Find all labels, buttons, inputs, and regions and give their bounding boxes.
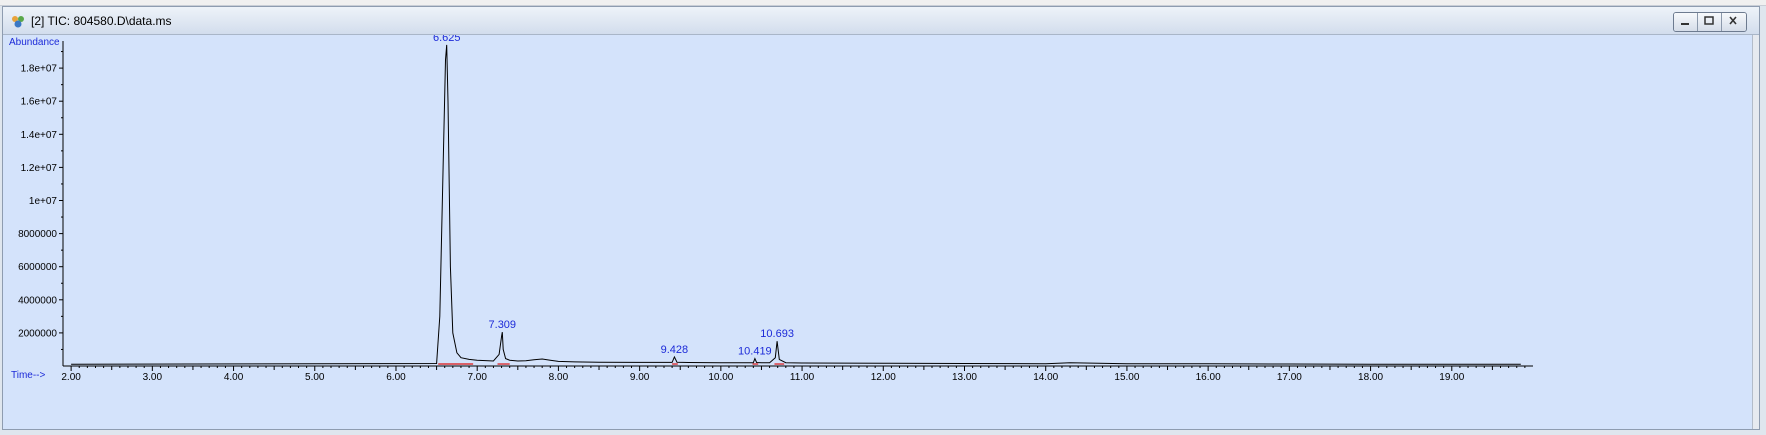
plot-background <box>3 35 1753 429</box>
y-tick-label: 8000000 <box>18 229 57 240</box>
x-tick-label: 18.00 <box>1358 372 1383 383</box>
series-group <box>71 44 1521 365</box>
peak-label: 10.419 <box>738 346 772 358</box>
x-tick-label: 4.00 <box>224 372 244 383</box>
tic-series-line <box>71 44 1521 365</box>
x-tick-label: 15.00 <box>1114 372 1139 383</box>
x-tick-label: 7.00 <box>467 372 487 383</box>
chromatogram-app-icon <box>12 16 24 28</box>
x-tick-label: 12.00 <box>871 372 896 383</box>
restore-button[interactable] <box>1698 13 1722 31</box>
peak-label: 6.625 <box>433 35 461 44</box>
window-title: [2] TIC: 804580.D\data.ms <box>31 14 172 28</box>
peak-labels: 6.625 7.309 9.428 10.419 10.693 <box>433 35 794 358</box>
y-tick-label: 4000000 <box>18 295 57 306</box>
peak-label: 9.428 <box>661 344 689 356</box>
x-tick-label: 6.00 <box>386 372 406 383</box>
y-tick-label: 1.4e+07 <box>21 130 58 141</box>
x-tick-label: 11.00 <box>790 372 815 383</box>
y-tick-label: 2000000 <box>18 328 57 339</box>
restore-icon <box>1704 16 1714 25</box>
y-axis: Abundance 2000000 4000000 6000000 8000000 1e… <box>9 37 64 366</box>
title-bar[interactable]: [2] TIC: 804580.D\data.ms <box>3 7 1759 35</box>
x-tick-label: 13.00 <box>952 372 977 383</box>
chromatogram-plot: Abundance 2000000 4000000 6000000 8000000 1e… <box>3 35 1753 429</box>
minimize-button[interactable] <box>1674 13 1698 31</box>
x-tick-label: 8.00 <box>549 372 569 383</box>
y-tick-label: 1.2e+07 <box>21 163 58 174</box>
peak-label: 10.693 <box>760 328 794 340</box>
x-axis-label: Time--> <box>11 370 46 381</box>
x-tick-label: 3.00 <box>143 372 163 383</box>
vertical-scrollbar[interactable] <box>1752 35 1759 429</box>
peak-label: 7.309 <box>489 319 517 331</box>
y-tick-label: 1e+07 <box>29 196 58 207</box>
window-controls <box>1673 12 1747 32</box>
minimize-icon <box>1681 23 1689 25</box>
chromatogram-window: [2] TIC: 804580.D\data.ms Abundance <box>2 6 1760 430</box>
x-tick-label: 2.00 <box>61 372 81 383</box>
x-axis: Time--> 2.00 3.00 4.00 5.00 6.00 7.00 8.00 9.00… <box>11 365 1533 383</box>
y-tick-label: 1.6e+07 <box>21 97 58 108</box>
x-tick-label: 10.00 <box>708 372 733 383</box>
x-tick-label: 9.00 <box>630 372 650 383</box>
close-button[interactable] <box>1722 13 1746 31</box>
close-icon <box>1729 16 1737 25</box>
top-strip <box>0 0 1766 6</box>
x-tick-label: 17.00 <box>1277 372 1302 383</box>
y-tick-label: 6000000 <box>18 262 57 273</box>
x-tick-label: 19.00 <box>1439 372 1464 383</box>
x-tick-label: 16.00 <box>1196 372 1221 383</box>
y-tick-label: 1.8e+07 <box>21 64 58 75</box>
x-tick-label: 5.00 <box>305 372 325 383</box>
y-axis-label: Abundance <box>9 37 60 48</box>
x-tick-label: 14.00 <box>1033 372 1058 383</box>
